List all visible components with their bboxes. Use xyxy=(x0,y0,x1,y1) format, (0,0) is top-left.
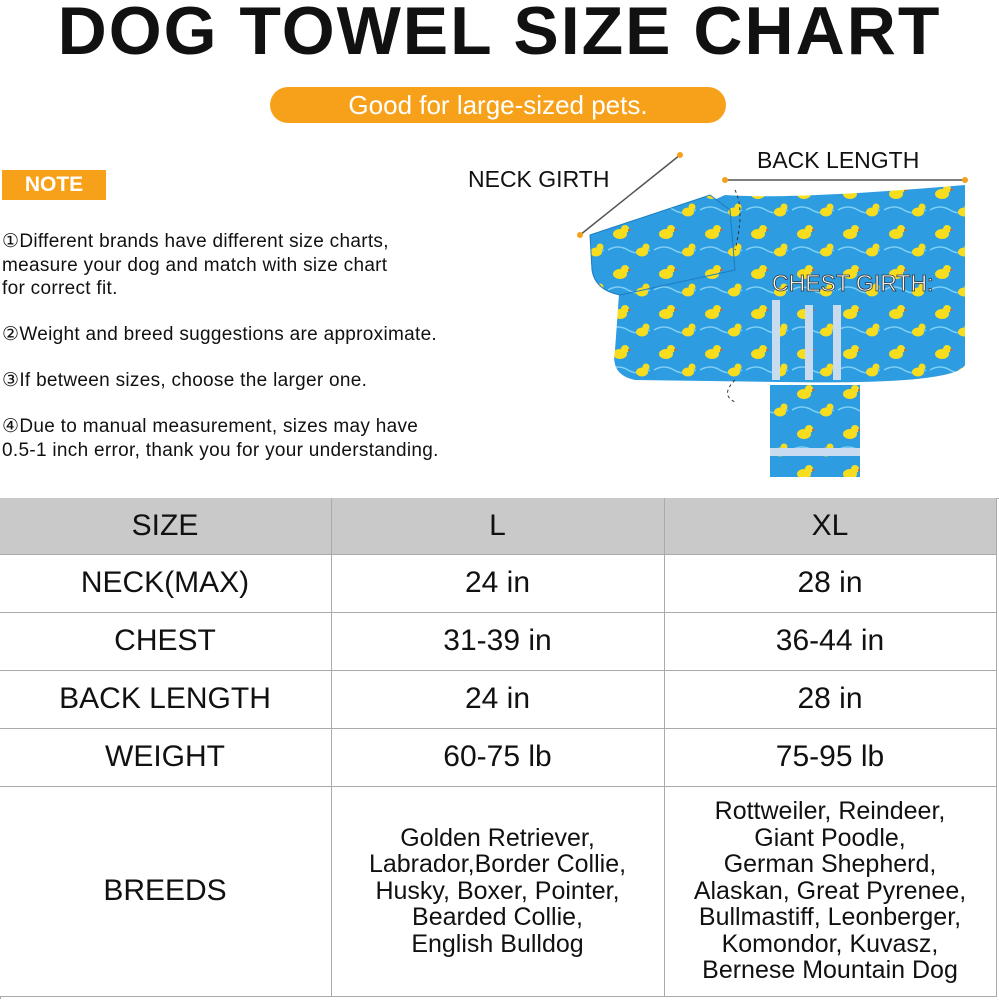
chest-strap xyxy=(770,385,860,477)
table-cell: 28 in xyxy=(664,554,997,613)
back-length-label: BACK LENGTH xyxy=(757,147,920,173)
cell-line: Bullmastiff, Leonberger, xyxy=(698,903,962,932)
girth-curve xyxy=(734,189,741,251)
dot xyxy=(722,177,728,183)
note-line: measure your dog and match with size cha… xyxy=(2,254,388,276)
note-line: for correct fit. xyxy=(2,278,118,299)
table-cell: 31-39 in xyxy=(331,612,665,671)
neck-girth-label: NECK GIRTH xyxy=(468,166,610,192)
cell-line: German Shepherd, xyxy=(723,850,937,879)
cell-line: Giant Poodle, xyxy=(754,823,906,852)
title: DOG TOWEL SIZE CHART xyxy=(57,0,942,69)
table-cell: 24 in xyxy=(331,670,665,729)
table-cell: 24 in xyxy=(331,554,665,613)
note-line: 0.5-1 inch error, thank you for your und… xyxy=(2,439,439,461)
table-cell: 28 in xyxy=(664,670,997,729)
cell-line: English Bulldog xyxy=(411,929,584,958)
strap-band xyxy=(770,448,860,456)
table-cell: BREEDS xyxy=(0,786,332,997)
note-line: ④Due to manual measurement, sizes may ha… xyxy=(2,416,419,437)
cell-line: Husky, Boxer, Pointer, xyxy=(375,876,620,905)
girth-curve xyxy=(727,379,736,403)
dot xyxy=(677,152,683,158)
header-cell: XL xyxy=(664,497,997,555)
table-cell: WEIGHT xyxy=(0,728,332,787)
dot xyxy=(577,232,583,238)
header-cell: L xyxy=(331,497,665,555)
cell-line: Labrador,Border Collie, xyxy=(368,850,627,879)
note-line: ①Different brands have different size ch… xyxy=(2,231,389,252)
cell-line: Bearded Collie, xyxy=(412,903,583,932)
table-cell: 60-75 lb xyxy=(331,728,665,787)
velcro xyxy=(772,300,780,380)
cell-line: Bernese Mountain Dog xyxy=(702,956,958,985)
table-cell: BACK LENGTH xyxy=(0,670,332,729)
chest-girth-label: CHEST GIRTH: xyxy=(772,270,934,297)
table-cell: NECK(MAX) xyxy=(0,554,332,613)
table-cell: CHEST xyxy=(0,612,332,671)
cell-line: Golden Retriever, xyxy=(400,823,595,852)
subtitle-badge: Good for large-sized pets. xyxy=(270,87,726,123)
table-cell: Golden Retriever, Labrador,Border Collie,… xyxy=(331,786,665,997)
note-line: ②Weight and breed suggestions are approx… xyxy=(2,324,438,345)
cell-line: Komondor, Kuvasz, xyxy=(721,929,939,958)
towel-diagram xyxy=(577,152,968,477)
dot xyxy=(962,177,968,183)
note-label: NOTE xyxy=(2,170,106,200)
velcro xyxy=(805,305,813,380)
note-line: ③If between sizes, choose the larger one… xyxy=(2,370,368,391)
header-cell: SIZE xyxy=(0,497,332,555)
size-table: SIZE L XL NECK(MAX) 24 in 28 in CHEST 31-39 in 3… xyxy=(0,497,999,999)
neck-measure xyxy=(579,154,681,236)
table-cell: 36-44 in xyxy=(664,612,997,671)
cell-line: Rottweiler, Reindeer, xyxy=(714,797,946,826)
velcro xyxy=(833,305,841,380)
towel-collar xyxy=(589,194,736,296)
table-cell: Rottweiler, Reindeer, Giant Poodle, German… xyxy=(664,786,997,997)
table-cell: 75-95 lb xyxy=(664,728,997,787)
cell-line: Alaskan, Great Pyrenee, xyxy=(693,876,967,905)
